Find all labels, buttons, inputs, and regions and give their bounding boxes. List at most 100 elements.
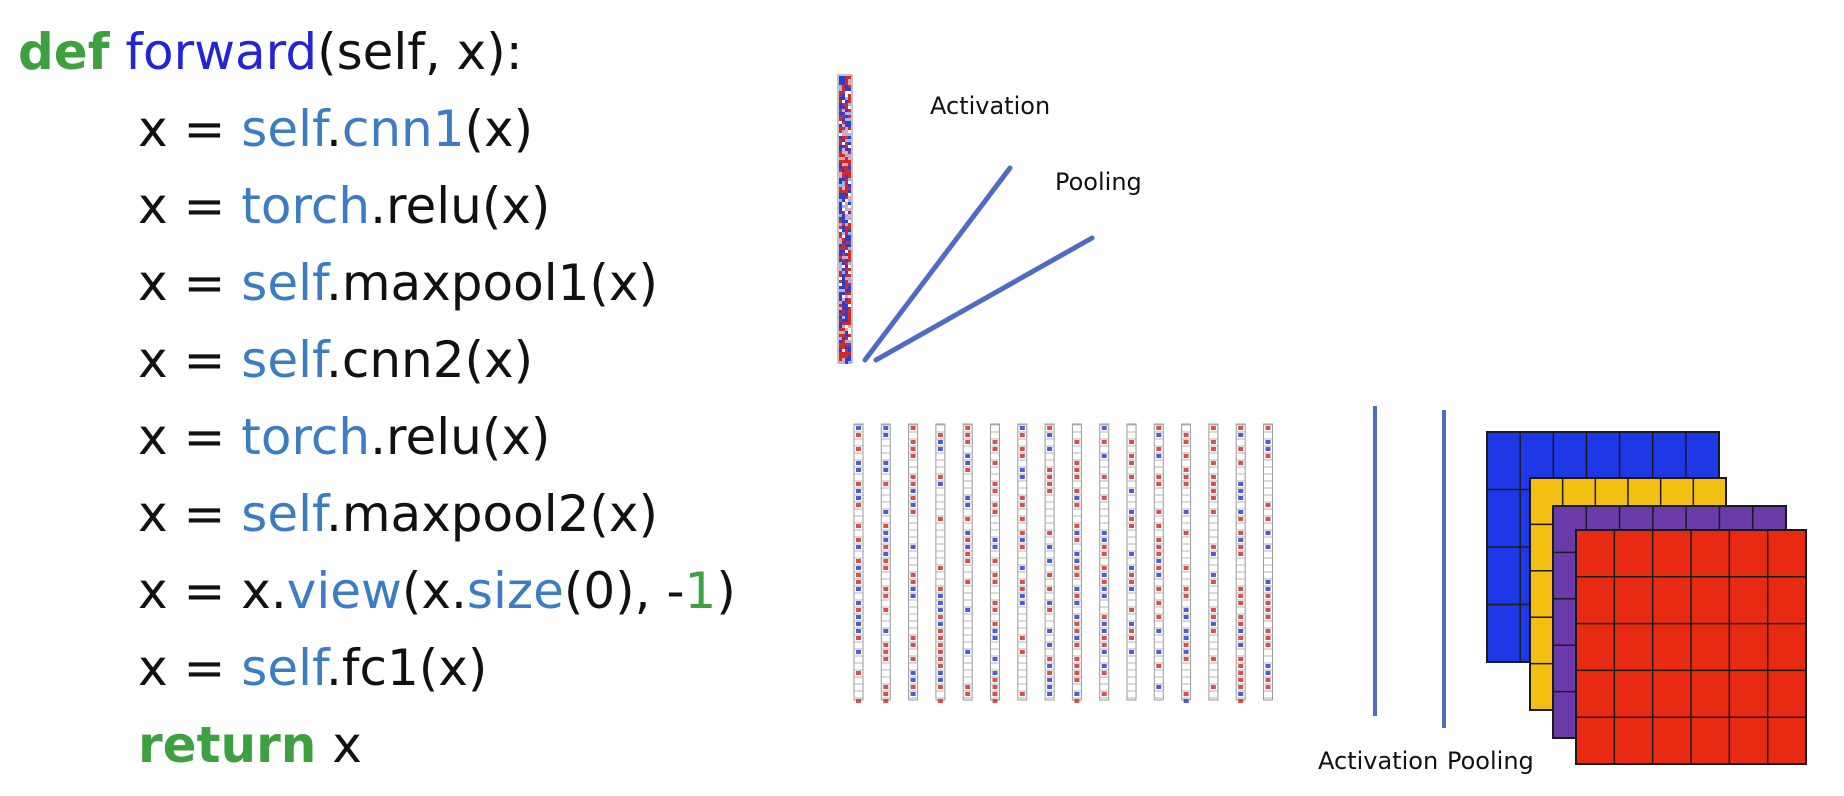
filter-strip-cell — [1074, 496, 1080, 500]
filter-noise-cell — [845, 334, 848, 337]
filter-noise-cell — [848, 232, 851, 235]
filter-strip-cell — [965, 517, 971, 521]
filter-strip-cell — [1156, 475, 1162, 479]
filter-strip-cell — [1101, 587, 1107, 591]
filter-strip-cell — [883, 657, 889, 661]
filter-noise-cell — [842, 199, 845, 202]
filter-noise-cell — [845, 340, 848, 343]
filter-noise-cell — [848, 352, 851, 355]
filter-strip-cell — [1210, 482, 1216, 486]
filter-noise-cell — [839, 349, 842, 352]
filter-noise-cell — [839, 100, 842, 103]
filter-strip-cell — [937, 699, 943, 703]
filter-noise-cell — [845, 349, 848, 352]
filter-noise-cell — [842, 361, 845, 364]
filter-noise-cell — [839, 247, 842, 250]
filter-noise-cell — [842, 250, 845, 253]
filter-noise-cell — [845, 163, 848, 166]
filter-strip-cell — [1183, 615, 1189, 619]
code-line: x = x.view(x.size(0), -1) — [18, 561, 736, 638]
filter-strip-cell — [1019, 503, 1025, 507]
filter-noise-cell — [845, 238, 848, 241]
filter-noise-cell — [839, 304, 842, 307]
filter-noise-cell — [848, 253, 851, 256]
filter-noise-cell — [845, 280, 848, 283]
filter-noise-cell — [848, 262, 851, 265]
filter-noise-cell — [839, 343, 842, 346]
filter-strip-cell — [883, 510, 889, 514]
filter-strip-cell — [883, 685, 889, 689]
code-token: cnn1 — [341, 100, 465, 158]
filter-strip-cell — [1238, 510, 1244, 514]
filter-strip-cell — [992, 671, 998, 675]
filter-noise-cell — [845, 145, 848, 148]
filter-noise-cell — [839, 280, 842, 283]
filter-strip-cell — [1156, 573, 1162, 577]
filter-noise-cell — [842, 187, 845, 190]
filter-strip-cell — [965, 468, 971, 472]
filter-strip-cell — [883, 538, 889, 542]
filter-noise-cell — [845, 352, 848, 355]
filter-strip-cell — [937, 601, 943, 605]
filter-noise-cell — [848, 109, 851, 112]
filter-noise-cell — [839, 181, 842, 184]
filter-noise-cell — [842, 127, 845, 130]
filter-noise-cell — [845, 109, 848, 112]
filter-strip-cell — [1101, 615, 1107, 619]
filter-noise-cell — [842, 352, 845, 355]
filter-strip-cell — [1074, 594, 1080, 598]
filter-noise-cell — [845, 289, 848, 292]
filter-noise-cell — [848, 304, 851, 307]
filter-strip-cell — [1047, 447, 1053, 451]
filter-noise-cell — [845, 223, 848, 226]
filter-strip-cell — [1156, 559, 1162, 563]
filter-noise-cell — [848, 235, 851, 238]
filter-noise-cell — [848, 268, 851, 271]
filter-strip-cell — [1210, 447, 1216, 451]
filter-strip-cell — [1074, 573, 1080, 577]
filter-noise-cell — [845, 106, 848, 109]
filter-noise-cell — [845, 226, 848, 229]
filter-noise-cell — [845, 328, 848, 331]
filter-noise-cell — [845, 127, 848, 130]
filter-noise-cell — [845, 337, 848, 340]
filter-strip-cell — [1074, 538, 1080, 542]
filter-noise-cell — [839, 76, 842, 79]
filter-noise-cell — [845, 187, 848, 190]
filter-strip-cell — [910, 636, 916, 640]
filter-noise-cell — [839, 175, 842, 178]
filter-noise-cell — [839, 259, 842, 262]
filter-strip-cell — [1265, 440, 1271, 444]
filter-strip-cell — [910, 657, 916, 661]
filter-noise-cell — [848, 160, 851, 163]
filter-strip-cell — [1210, 629, 1216, 633]
filter-noise-cell — [848, 166, 851, 169]
filter-strip-cell — [1265, 531, 1271, 535]
filter-strip-cell — [1156, 685, 1162, 689]
filter-noise-cell — [842, 229, 845, 232]
filter-strip-cell — [1238, 657, 1244, 661]
filter-strip-cell — [1238, 601, 1244, 605]
filter-strip-cell — [992, 692, 998, 696]
filter-noise-cell — [839, 361, 842, 364]
filter-strip-cell — [1265, 447, 1271, 451]
filter-strip-cell — [1238, 643, 1244, 647]
filter-noise-cell — [839, 292, 842, 295]
filter-strip-cell — [1101, 531, 1107, 535]
activation-arrow-line — [862, 165, 1013, 363]
filter-noise-cell — [842, 223, 845, 226]
filter-strip-cell — [1238, 636, 1244, 640]
filter-strip-cell — [910, 440, 916, 444]
filter-noise-cell — [848, 355, 851, 358]
filter-strip-cell — [1183, 692, 1189, 696]
filter-noise-cell — [842, 316, 845, 319]
filter-noise-cell — [845, 115, 848, 118]
filter-noise-cell — [848, 190, 851, 193]
filter-noise-cell — [839, 358, 842, 361]
filter-strip-cell — [1101, 580, 1107, 584]
filter-noise-cell — [839, 166, 842, 169]
filter-noise-cell — [848, 319, 851, 322]
filter-strip-cell — [1129, 517, 1134, 521]
filter-noise-cell — [839, 331, 842, 334]
code-token: forward — [125, 23, 318, 81]
